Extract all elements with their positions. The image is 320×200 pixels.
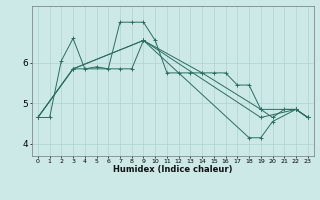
X-axis label: Humidex (Indice chaleur): Humidex (Indice chaleur): [113, 165, 233, 174]
